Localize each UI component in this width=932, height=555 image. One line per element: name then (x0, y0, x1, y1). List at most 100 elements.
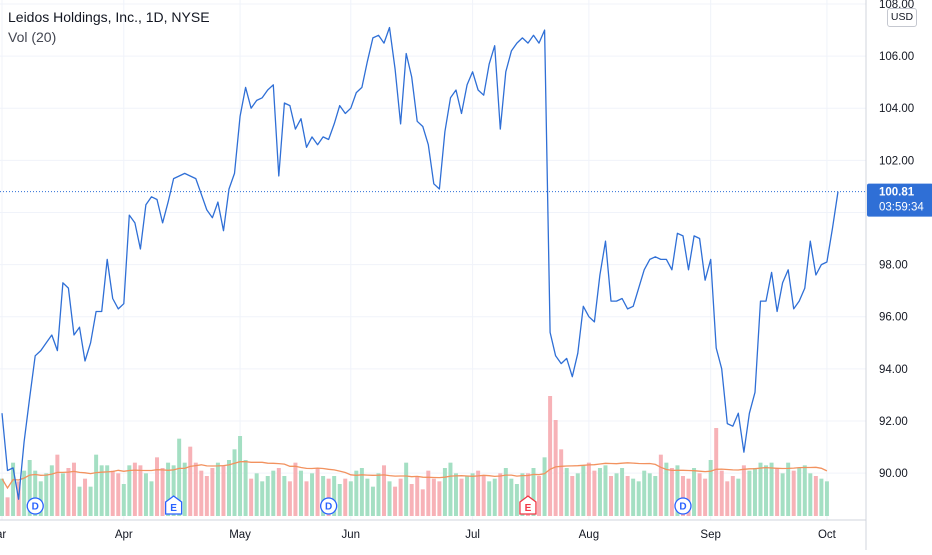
dividend-marker[interactable]: D (319, 497, 338, 515)
x-tick-label: Apr (115, 529, 133, 541)
y-tick-label: 104.00 (879, 103, 914, 115)
volume-bar (802, 465, 807, 516)
volume-bar (520, 473, 525, 516)
y-tick-label: 94.00 (879, 364, 908, 376)
currency-button[interactable]: USD (887, 8, 917, 27)
volume-bar (409, 484, 414, 516)
y-tick-label: 92.00 (879, 416, 908, 428)
volume-bar (199, 470, 204, 516)
volume-bar (725, 481, 730, 516)
volume-bar (625, 476, 630, 516)
volume-bar (786, 462, 791, 516)
volume-bar (736, 478, 741, 516)
volume-bar (459, 478, 464, 516)
svg-text:E: E (525, 503, 532, 514)
volume-bar (592, 470, 597, 516)
volume-bar (531, 468, 536, 516)
time-axis[interactable]: ar Apr May Jun Jul Aug Sep Oct (0, 519, 866, 541)
volume-bar (686, 478, 691, 516)
volume-bar (354, 470, 359, 516)
volume-bar (232, 449, 237, 516)
volume-bar (227, 460, 231, 516)
chart-title[interactable]: Leidos Holdings, Inc., 1D, NYSE (8, 9, 210, 25)
volume-bar (586, 462, 591, 516)
last-price-value: 100.81 (879, 187, 915, 199)
x-tick-label: Sep (700, 529, 720, 541)
volume-ma (1, 460, 828, 490)
volume-bar (0, 478, 4, 516)
volume-bar (537, 476, 542, 516)
countdown-value: 03:59:34 (879, 202, 924, 214)
volume-bar (49, 465, 54, 516)
dividend-marker[interactable]: D (674, 497, 692, 515)
volume-bar (791, 470, 796, 516)
y-tick-label: 98.00 (879, 260, 908, 272)
volume-bar (514, 484, 519, 516)
x-tick-label: Jul (465, 529, 480, 541)
volume-bar (210, 468, 215, 516)
x-tick-label: Jun (342, 529, 361, 541)
volume-bar (730, 476, 735, 516)
volume-bar (188, 446, 193, 516)
earnings-marker[interactable]: E (519, 495, 537, 515)
svg-text:D: D (32, 502, 39, 513)
volume-bar (703, 478, 708, 516)
volume-bar (775, 468, 780, 516)
volume-bar (492, 478, 497, 516)
x-tick-label: ar (0, 529, 6, 541)
volume-bar (110, 470, 115, 516)
volume-bar (675, 465, 680, 516)
volume-bar (160, 468, 165, 516)
volume-bar (824, 481, 829, 516)
volume-bar (769, 462, 774, 516)
price-axis[interactable]: 108.00106.00104.00102.00100.0098.0096.00… (865, 0, 914, 550)
volume-bar (260, 481, 265, 516)
volume-bar (132, 462, 137, 516)
volume-bar (808, 473, 813, 516)
volume-bar (83, 478, 88, 516)
volume-bar (321, 476, 326, 516)
volume-bar (33, 470, 38, 516)
volume-bar (553, 420, 558, 516)
volume-bar (348, 481, 353, 516)
volume-bar (376, 473, 381, 516)
volume-bar (581, 465, 586, 516)
volume-bar (697, 473, 702, 516)
volume-bar (177, 438, 182, 516)
volume-bar (420, 489, 425, 516)
volume-bar (465, 476, 470, 516)
volume-bar (243, 460, 248, 516)
volume-ma-line (1, 460, 828, 490)
dividend-marker[interactable]: D (26, 497, 44, 515)
volume-bar (326, 478, 331, 516)
volume-bar (614, 473, 619, 516)
volume-bar (249, 478, 254, 516)
volume-legend[interactable]: Vol (20) (8, 29, 57, 45)
volume-bar (609, 476, 613, 516)
volume-bar (415, 476, 420, 516)
volume-bar (238, 436, 243, 516)
volume-bar (714, 428, 719, 516)
volume-bar (542, 457, 547, 516)
price-series (1, 26, 839, 500)
y-tick-label: 96.00 (879, 312, 908, 324)
volume-bar (719, 470, 724, 516)
volume-bar (752, 468, 757, 516)
volume-bar (498, 473, 503, 516)
volume-bar (365, 478, 370, 516)
x-tick-label: May (229, 529, 251, 541)
volume-bar (127, 465, 132, 516)
last-price-box (867, 183, 932, 217)
volume-bar (393, 486, 398, 516)
y-tick-label: 106.00 (879, 51, 914, 63)
x-tick-label: Aug (579, 529, 599, 541)
earnings-marker[interactable]: E (164, 495, 183, 515)
y-tick-label: 108.00 (879, 0, 914, 11)
volume-bar (758, 462, 763, 516)
volume-bar (570, 476, 575, 516)
volume-bar (304, 481, 309, 516)
volume-bar (780, 473, 785, 516)
